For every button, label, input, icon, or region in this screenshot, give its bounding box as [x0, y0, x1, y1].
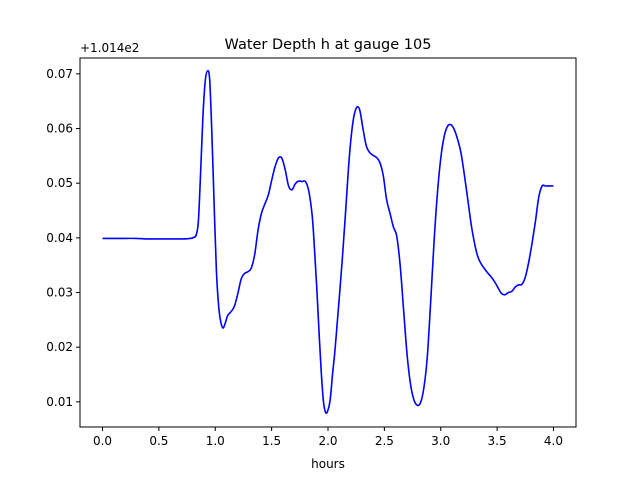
y-axis-offset-label: +1.014e2 — [80, 41, 139, 55]
x-tick-label: 3.5 — [488, 434, 507, 448]
y-tick-label: 0.04 — [46, 231, 73, 245]
series-layer — [102, 69, 554, 415]
x-tick-label: 1.5 — [262, 434, 281, 448]
y-axis-ticks: 0.01 0.02 0.03 0.04 0.05 0.06 0.07 — [46, 67, 80, 409]
x-tick-label: 4.0 — [544, 434, 563, 448]
y-tick-label: 0.03 — [46, 286, 73, 300]
series-line-0 — [102, 69, 554, 415]
x-tick-label: 0.0 — [93, 434, 112, 448]
plot-area-frame — [79, 57, 577, 428]
y-tick-label: 0.05 — [46, 176, 73, 190]
chart-title: Water Depth h at gauge 105 — [225, 37, 432, 53]
y-tick-label: 0.01 — [46, 395, 73, 409]
y-tick-label: 0.06 — [46, 122, 73, 136]
x-tick-label: 2.5 — [375, 434, 394, 448]
y-tick-label: 0.02 — [46, 340, 73, 354]
y-tick-label: 0.07 — [46, 67, 73, 81]
x-axis-ticks: 0.0 0.5 1.0 1.5 2.0 2.5 3.0 3.5 4.0 — [93, 427, 563, 448]
x-tick-label: 2.0 — [318, 434, 337, 448]
x-tick-label: 3.0 — [431, 434, 450, 448]
x-tick-label: 0.5 — [149, 434, 168, 448]
x-tick-label: 1.0 — [206, 434, 225, 448]
x-axis-label: hours — [311, 457, 345, 471]
